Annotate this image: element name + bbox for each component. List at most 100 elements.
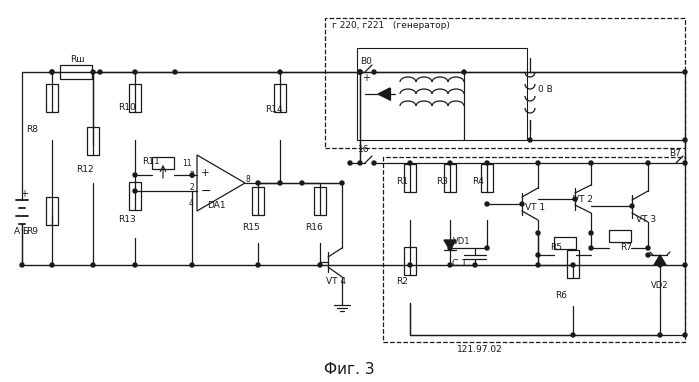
Circle shape — [448, 263, 452, 267]
Circle shape — [278, 181, 282, 185]
Text: R10: R10 — [118, 104, 136, 113]
Circle shape — [278, 70, 282, 74]
Text: +: + — [201, 168, 210, 178]
Circle shape — [646, 253, 650, 257]
Text: R12: R12 — [76, 165, 94, 175]
Circle shape — [473, 263, 477, 267]
Text: А Б: А Б — [14, 228, 29, 236]
Bar — [481, 164, 493, 192]
Text: VD2: VD2 — [651, 280, 668, 290]
Bar — [357, 48, 527, 140]
Bar — [46, 197, 58, 225]
Polygon shape — [378, 88, 390, 100]
Text: B0: B0 — [360, 58, 372, 66]
Circle shape — [683, 333, 687, 337]
Bar — [252, 187, 264, 215]
Text: +: + — [362, 73, 370, 83]
Circle shape — [485, 202, 489, 206]
Text: R6: R6 — [555, 290, 567, 299]
Text: DA1: DA1 — [207, 201, 226, 209]
Circle shape — [190, 263, 194, 267]
Text: R13: R13 — [118, 215, 136, 225]
Bar — [46, 84, 58, 112]
Circle shape — [571, 333, 575, 337]
Circle shape — [485, 161, 489, 165]
Text: R9: R9 — [26, 228, 38, 236]
Circle shape — [646, 161, 650, 165]
Circle shape — [190, 173, 194, 177]
Circle shape — [683, 70, 687, 74]
Circle shape — [528, 138, 532, 142]
Text: Rш: Rш — [70, 55, 85, 65]
Bar — [444, 164, 456, 192]
Circle shape — [50, 70, 54, 74]
Bar — [87, 127, 99, 155]
Text: R8: R8 — [26, 126, 38, 134]
Circle shape — [372, 161, 376, 165]
Bar — [404, 164, 416, 192]
Bar — [129, 182, 141, 210]
Circle shape — [573, 197, 577, 201]
Circle shape — [536, 161, 540, 165]
Circle shape — [462, 70, 466, 74]
Circle shape — [133, 70, 137, 74]
Text: R1: R1 — [396, 178, 408, 186]
Text: R5: R5 — [550, 243, 562, 253]
Circle shape — [133, 263, 137, 267]
Circle shape — [348, 161, 352, 165]
Circle shape — [589, 246, 593, 250]
Circle shape — [589, 161, 593, 165]
Text: R15: R15 — [242, 223, 260, 233]
Circle shape — [571, 263, 575, 267]
Circle shape — [50, 263, 54, 267]
Text: 11: 11 — [182, 159, 192, 167]
Circle shape — [536, 253, 540, 257]
Circle shape — [536, 263, 540, 267]
Text: 4: 4 — [189, 199, 194, 207]
Bar — [129, 84, 141, 112]
Circle shape — [536, 231, 540, 235]
Bar — [404, 247, 416, 275]
Text: C 1: C 1 — [452, 259, 467, 269]
Text: 2: 2 — [189, 183, 194, 193]
Polygon shape — [444, 240, 456, 250]
Text: R4: R4 — [472, 178, 484, 186]
Polygon shape — [654, 255, 666, 265]
Circle shape — [98, 70, 102, 74]
Bar — [609, 230, 631, 242]
Circle shape — [658, 333, 662, 337]
Text: 8: 8 — [245, 175, 250, 185]
Circle shape — [589, 231, 593, 235]
Text: R16: R16 — [305, 223, 323, 233]
Circle shape — [485, 246, 489, 250]
Text: 121.97.02: 121.97.02 — [457, 345, 503, 354]
Circle shape — [448, 246, 452, 250]
Bar — [60, 65, 92, 79]
Circle shape — [256, 181, 260, 185]
Bar — [567, 250, 579, 278]
Circle shape — [340, 181, 344, 185]
Circle shape — [91, 263, 95, 267]
Circle shape — [133, 189, 137, 193]
Circle shape — [358, 70, 362, 74]
Circle shape — [318, 263, 322, 267]
Circle shape — [408, 161, 412, 165]
Text: R7: R7 — [620, 243, 632, 253]
Circle shape — [683, 138, 687, 142]
Circle shape — [358, 70, 362, 74]
Circle shape — [358, 70, 362, 74]
Text: VT 1: VT 1 — [525, 202, 545, 212]
Bar — [554, 237, 576, 249]
Circle shape — [520, 202, 524, 206]
Text: R11: R11 — [142, 157, 160, 167]
Bar — [274, 84, 286, 112]
Circle shape — [300, 181, 304, 185]
Circle shape — [646, 246, 650, 250]
Text: 3: 3 — [189, 170, 194, 180]
Circle shape — [20, 263, 24, 267]
Text: R14: R14 — [265, 105, 282, 115]
Circle shape — [133, 173, 137, 177]
Circle shape — [50, 70, 54, 74]
Bar — [383, 157, 685, 342]
Bar — [325, 18, 685, 148]
